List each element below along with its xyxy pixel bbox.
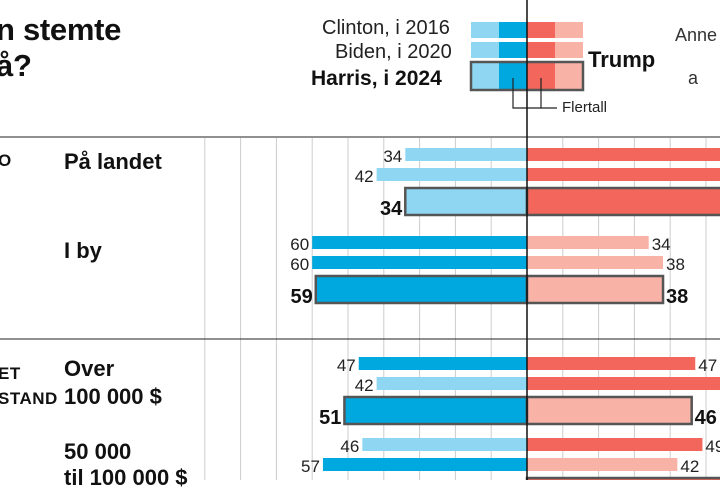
bar-dem xyxy=(312,236,527,249)
value-label-dem: 60 xyxy=(290,235,309,254)
row-label-rural: På landet xyxy=(64,149,162,174)
value-label-dem: 47 xyxy=(337,356,356,375)
value-label-rep: 49 xyxy=(705,437,720,456)
bar-rep xyxy=(527,148,720,161)
legend-biden-label: Biden, i 2020 xyxy=(335,41,452,63)
row-label-mid-1: 50 000 xyxy=(64,439,132,464)
value-label-dem: 46 xyxy=(340,437,359,456)
side-text-1: Anne xyxy=(675,25,718,45)
group-label-area: O xyxy=(0,151,12,170)
bar-dem xyxy=(404,186,529,217)
bar-dem xyxy=(358,357,527,370)
value-label-rep: 47 xyxy=(698,356,717,375)
bar-rep xyxy=(525,395,693,426)
value-label-dem: 51 xyxy=(319,407,341,429)
value-label-dem: 59 xyxy=(291,286,313,308)
side-text-2: a xyxy=(688,68,699,88)
value-label-dem: 42 xyxy=(355,376,374,395)
bar-dem xyxy=(405,148,527,161)
value-label-dem: 42 xyxy=(355,167,374,186)
row-label-over100k-2: 100 000 $ xyxy=(64,384,162,409)
legend-majority-label: Flertall xyxy=(562,99,608,116)
chart-title: n stemte å? xyxy=(0,12,121,84)
legend-swatch-rep-light xyxy=(555,62,583,90)
value-label-rep: 46 xyxy=(695,407,717,429)
group-label-income-1: ET xyxy=(0,364,21,383)
row-label-over100k-1: Over xyxy=(64,356,115,381)
legend-swatch-dem-light xyxy=(471,22,499,38)
value-label-dem: 60 xyxy=(290,255,309,274)
bar-dem xyxy=(312,256,527,269)
bar-dem xyxy=(376,377,527,390)
legend-swatch-rep-light xyxy=(555,22,583,38)
bar-rep xyxy=(527,168,720,181)
legend-clinton-label: Clinton, i 2016 xyxy=(322,17,450,39)
legend-swatch-rep-light xyxy=(555,42,583,58)
legend-trump-label: Trump xyxy=(588,47,656,72)
legend-swatch-dem xyxy=(499,42,527,58)
value-label-dem: 34 xyxy=(383,147,402,166)
legend-swatch-rep xyxy=(527,42,555,58)
legend-swatch-rep xyxy=(527,22,555,38)
bar-rep xyxy=(527,377,720,390)
bar-dem xyxy=(314,274,529,305)
bar-rep xyxy=(527,438,703,451)
title-line-1: n stemte xyxy=(0,12,122,47)
bar-dem xyxy=(343,395,529,426)
bar-rep xyxy=(527,357,696,370)
legend-harris-label: Harris, i 2024 xyxy=(311,67,442,90)
row-label-city: I by xyxy=(64,238,102,263)
majority-indicator-line xyxy=(512,78,557,109)
bar-dem xyxy=(376,168,527,181)
bar-rep xyxy=(527,458,678,471)
legend-swatch-dem-light xyxy=(471,42,499,58)
bar-rep xyxy=(527,236,649,249)
value-label-rep: 38 xyxy=(666,286,688,308)
value-label-rep: 42 xyxy=(680,457,699,476)
bar-dem xyxy=(322,458,527,471)
value-label-rep: 34 xyxy=(652,235,671,254)
bar-dem xyxy=(362,438,527,451)
value-label-rep: 38 xyxy=(666,255,685,274)
bar-rep xyxy=(527,256,664,269)
title-line-2: å? xyxy=(0,48,32,83)
bar-rep xyxy=(525,186,720,217)
value-label-dem: 57 xyxy=(301,457,320,476)
legend-swatch-dem-light xyxy=(471,62,499,90)
value-label-dem: 34 xyxy=(380,198,403,220)
bar-rep xyxy=(525,274,665,305)
legend-swatch-dem xyxy=(499,22,527,38)
bar-rep xyxy=(525,476,720,480)
group-label-income-2: STAND xyxy=(0,389,58,408)
